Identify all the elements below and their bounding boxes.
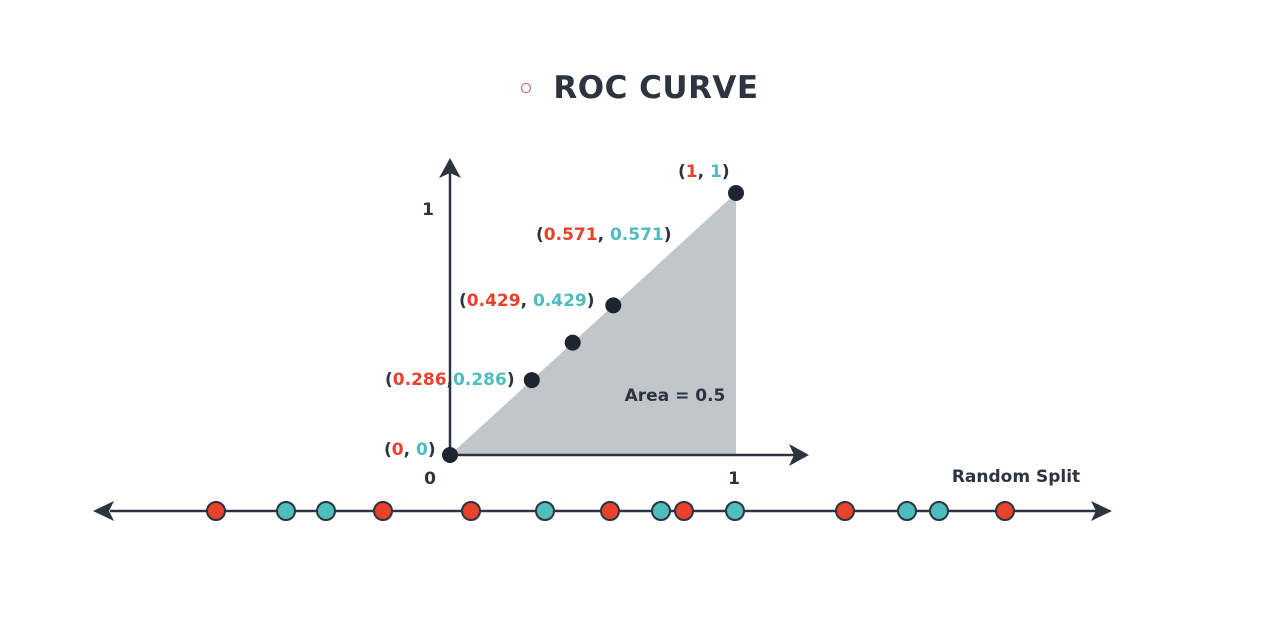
number-line-dot-red bbox=[600, 501, 620, 521]
auc-area bbox=[450, 193, 736, 455]
x-axis-arrow-icon bbox=[789, 444, 809, 466]
number-line-dot-teal bbox=[535, 501, 555, 521]
number-line-dot-red bbox=[835, 501, 855, 521]
number-line-dot-red bbox=[373, 501, 393, 521]
x-tick-label: 1 bbox=[728, 469, 740, 489]
number-line-dot-teal bbox=[651, 501, 671, 521]
number-line-dot-teal bbox=[897, 501, 917, 521]
number-line-dot-teal bbox=[316, 501, 336, 521]
roc-point bbox=[605, 297, 622, 314]
header: ROC CURVE bbox=[0, 70, 1280, 106]
number-line-dot-teal bbox=[725, 501, 745, 521]
number-line-dot-red bbox=[461, 501, 481, 521]
number-line-dot-teal bbox=[276, 501, 296, 521]
y-tick-label: 1 bbox=[422, 200, 434, 220]
roc-point bbox=[564, 334, 581, 351]
number-line-left-arrow-icon bbox=[93, 501, 114, 521]
point-coordinate-label: (0, 0) bbox=[384, 440, 436, 460]
page-title: ROC CURVE bbox=[553, 70, 759, 106]
point-coordinate-label: (0.571, 0.571) bbox=[536, 225, 672, 245]
number-line-right-arrow-icon bbox=[1091, 501, 1112, 521]
point-coordinate-label: (0.429, 0.429) bbox=[459, 291, 595, 311]
roc-point bbox=[442, 447, 458, 463]
point-coordinate-label: (0.286,0.286) bbox=[385, 370, 515, 390]
roc-point bbox=[523, 372, 540, 389]
title-group: ROC CURVE bbox=[521, 70, 758, 106]
bullet-circle-icon bbox=[521, 83, 532, 93]
roc-point bbox=[728, 185, 744, 201]
random-split-label: Random Split bbox=[952, 467, 1080, 487]
number-line-dot-red bbox=[206, 501, 226, 521]
point-coordinate-label: (1, 1) bbox=[678, 162, 730, 182]
number-line-dot-red bbox=[674, 501, 694, 521]
number-line-dot-red bbox=[995, 501, 1015, 521]
y-axis-arrow-icon bbox=[439, 158, 461, 178]
x-tick-label: 0 bbox=[424, 469, 436, 489]
area-label: Area = 0.5 bbox=[625, 386, 726, 406]
number-line-dot-teal bbox=[929, 501, 949, 521]
